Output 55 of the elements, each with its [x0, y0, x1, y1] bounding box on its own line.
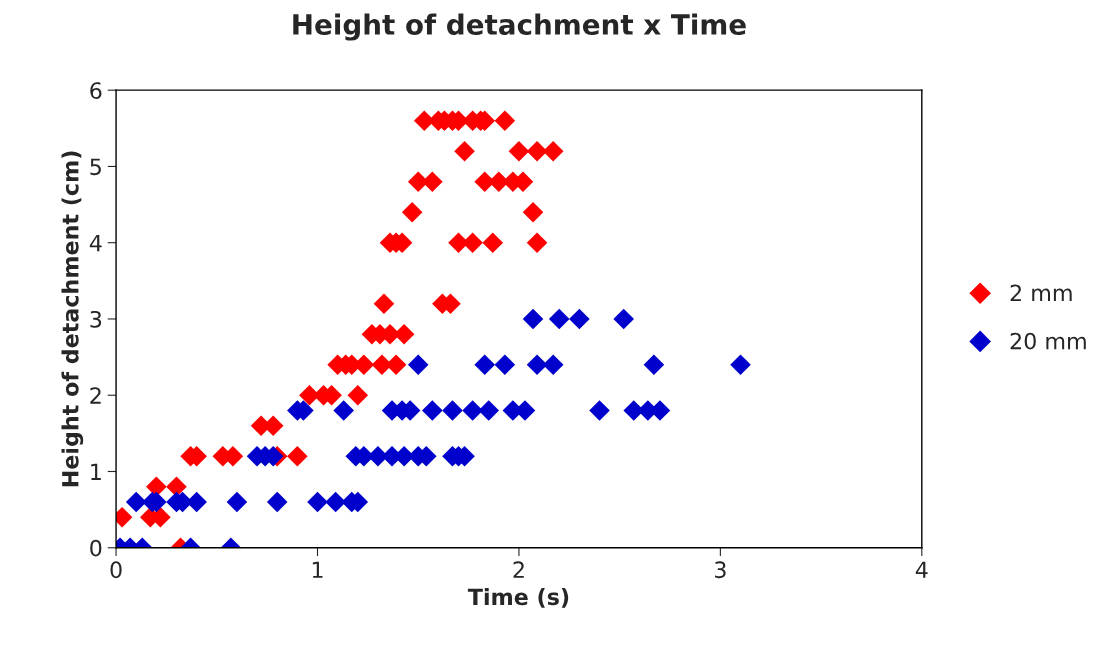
- point: [266, 491, 288, 513]
- point: [613, 308, 634, 330]
- point: [494, 354, 516, 376]
- y-axis-title: Height of detachment (cm): [61, 151, 84, 487]
- point: [542, 354, 564, 376]
- point: [548, 308, 570, 330]
- legend-label: 2 mm: [1010, 284, 1072, 302]
- point: [442, 400, 463, 421]
- point: [422, 171, 443, 192]
- point: [287, 445, 308, 467]
- x-tick-label: 0: [110, 561, 122, 579]
- point: [454, 140, 475, 162]
- point: [347, 384, 369, 406]
- point: [522, 308, 544, 330]
- point: [569, 308, 590, 330]
- point: [478, 400, 500, 421]
- point: [125, 491, 147, 513]
- point: [422, 400, 443, 421]
- y-tick-label: 0: [90, 539, 102, 557]
- point: [186, 491, 207, 513]
- point: [508, 140, 530, 162]
- point: [401, 201, 423, 223]
- y-tick-label: 6: [90, 82, 102, 99]
- point: [462, 400, 483, 421]
- point: [462, 232, 483, 254]
- legend-label: 20 mm: [1010, 332, 1086, 350]
- x-tick-label: 2: [513, 561, 524, 578]
- point: [373, 293, 395, 315]
- point: [333, 400, 354, 421]
- x-tick-label: 1: [312, 561, 323, 578]
- y-tick-label: 5: [90, 158, 101, 176]
- x-tick-label: 4: [915, 561, 928, 578]
- point: [522, 201, 544, 223]
- point: [494, 110, 516, 131]
- y-tick-label: 4: [89, 234, 102, 252]
- y-tick-label: 2: [90, 387, 101, 404]
- point: [448, 232, 469, 254]
- point: [325, 491, 346, 513]
- point: [526, 140, 548, 162]
- x-axis-title: Time (s): [467, 588, 569, 608]
- point: [226, 491, 248, 513]
- point: [526, 232, 548, 254]
- chart-title: Height of detachment x Time: [293, 13, 746, 41]
- point: [474, 354, 495, 376]
- y-tick-label: 3: [90, 310, 102, 328]
- point: [643, 354, 665, 376]
- y-tick-label: 1: [91, 463, 101, 480]
- point: [542, 140, 564, 162]
- point: [526, 354, 548, 376]
- point: [730, 354, 751, 376]
- point: [307, 491, 328, 513]
- point: [482, 232, 504, 254]
- x-tick-label: 3: [715, 561, 726, 579]
- point: [589, 400, 610, 421]
- point: [407, 354, 429, 376]
